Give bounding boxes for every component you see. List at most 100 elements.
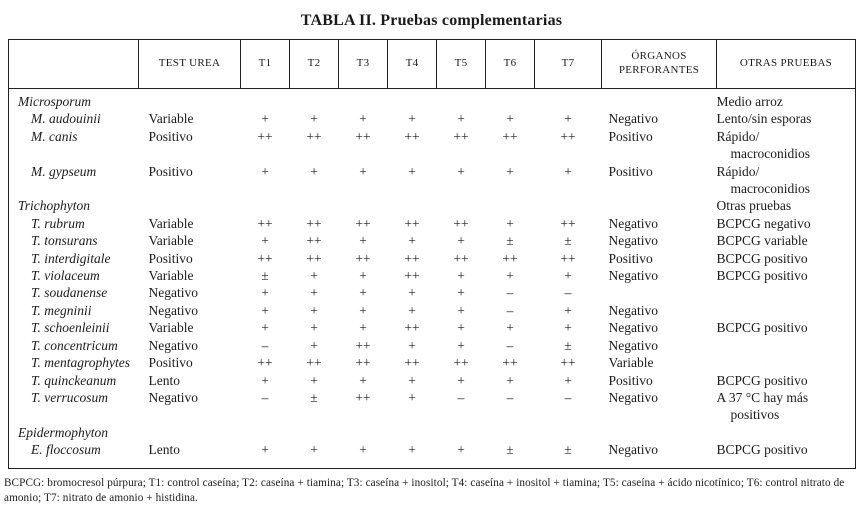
otras-pruebas-value: BCPCG positivo xyxy=(717,372,856,389)
table-row: T. interdigitale Positivo ++ ++ ++ ++ ++ ++ ++ Po… xyxy=(9,250,856,267)
t4-value: ++ xyxy=(404,268,420,284)
t3-value: + xyxy=(359,285,367,301)
otras-pruebas-text: Medio arroz xyxy=(716,94,783,109)
t4-value: + xyxy=(408,302,416,318)
genus-name: Epidermophyton xyxy=(18,424,108,440)
header-t7: T7 xyxy=(534,39,602,89)
organos-perforantes-value: Negativo xyxy=(608,389,659,405)
t3-value: + xyxy=(359,268,367,284)
t5-value xyxy=(437,197,486,214)
t1-value xyxy=(241,197,290,214)
t5-value xyxy=(437,89,486,111)
organos-perforantes-value: Negativo xyxy=(608,233,659,249)
t5-value: + xyxy=(457,372,465,388)
t1-value: + xyxy=(261,302,269,318)
t7-value: ± xyxy=(564,442,572,458)
table-title: TABLA II. Pruebas complementarias xyxy=(300,12,563,29)
t6-value xyxy=(486,197,535,214)
t3-value: + xyxy=(359,111,367,127)
t6-value: + xyxy=(506,268,514,284)
t4-value: + xyxy=(408,163,416,179)
t2-value: ++ xyxy=(306,250,322,266)
t2-value: + xyxy=(310,442,318,458)
t6-value xyxy=(486,424,535,441)
test-urea-value: Negativo xyxy=(148,389,199,405)
test-urea-value xyxy=(139,197,241,214)
test-urea-value: Variable xyxy=(148,320,194,336)
table-row: M. canis Positivo ++ ++ ++ ++ ++ ++ ++ Positivo Rá… xyxy=(9,128,856,163)
t1-value xyxy=(241,424,290,441)
t7-value xyxy=(535,197,602,214)
t1-value: + xyxy=(261,163,269,179)
table-row: T. schoenleinii Variable + + + ++ + + + Negativo B… xyxy=(9,319,856,336)
otras-pruebas-text: BCPCG positivo xyxy=(716,372,808,388)
t4-value xyxy=(388,424,437,441)
t7-value: + xyxy=(564,302,572,318)
t2-value: + xyxy=(310,320,318,336)
test-urea-value: Lento xyxy=(148,442,181,458)
otras-pruebas-text: BCPCG negativo xyxy=(716,215,811,231)
table-row: T. violaceum Variable ± + + ++ + + + Negativo BCPC… xyxy=(9,267,856,284)
otras-pruebas-value: Otras pruebas xyxy=(717,197,856,214)
species-name: M. gypseum xyxy=(31,163,97,179)
table-row: Microsporum Medio arroz xyxy=(9,89,856,111)
organos-perforantes-value xyxy=(602,197,717,214)
table-row: E. floccosum Lento + + + + + ± ± Negativo BCPCG po… xyxy=(9,441,856,468)
species-name: T. tonsurans xyxy=(31,233,98,249)
t5-value: ++ xyxy=(453,355,469,371)
t7-value: + xyxy=(564,268,572,284)
otras-pruebas-value: Medio arroz xyxy=(717,89,856,111)
species-name: T. rubrum xyxy=(31,215,85,231)
t5-value: – xyxy=(457,389,465,405)
t6-value: – xyxy=(506,389,514,405)
t2-value: ++ xyxy=(306,233,322,249)
test-urea-value: Variable xyxy=(148,111,194,127)
t7-value: ++ xyxy=(560,128,576,144)
species-name: T. schoenleinii xyxy=(31,320,110,336)
otras-pruebas-value xyxy=(717,302,856,319)
t2-value: ++ xyxy=(306,215,322,231)
t2-value: + xyxy=(310,111,318,127)
t5-value: + xyxy=(457,163,465,179)
t4-value xyxy=(388,89,437,111)
otras-pruebas-value: Rápido/ macroconidios xyxy=(717,128,856,163)
t3-value xyxy=(339,424,388,441)
t7-value: ++ xyxy=(560,355,576,371)
t1-value: – xyxy=(261,389,269,405)
t4-value: ++ xyxy=(404,215,420,231)
t1-value: + xyxy=(261,111,269,127)
organos-perforantes-value: Negativo xyxy=(608,302,659,318)
header-t5: T5 xyxy=(436,39,486,89)
table-row: T. tonsurans Variable + ++ + + + ± ± Negativo BCPC… xyxy=(9,232,856,249)
header-organos-perforantes: ÓRGANOS PERFORANTES xyxy=(601,39,717,89)
t2-value: + xyxy=(310,163,318,179)
header-t3: T3 xyxy=(338,39,388,89)
t5-value xyxy=(437,424,486,441)
organos-perforantes-value: Positivo xyxy=(608,163,653,179)
otras-pruebas-text: Rápido/ macroconidios xyxy=(716,163,810,197)
test-urea-value: Lento xyxy=(148,372,181,388)
otras-pruebas-value: A 37 °C hay más positivos xyxy=(717,389,856,424)
otras-pruebas-value xyxy=(717,337,856,354)
t7-value: + xyxy=(564,111,572,127)
genus-name: Trichophyton xyxy=(18,198,91,214)
t6-value: + xyxy=(506,372,514,388)
t3-value: + xyxy=(359,302,367,318)
t2-value xyxy=(290,89,339,111)
organos-perforantes-value: Negativo xyxy=(608,215,659,231)
table-row: T. megninii Negativo + + + + + – + Negativo xyxy=(9,302,856,319)
organos-perforantes-value: Positivo xyxy=(608,250,653,266)
t7-value: ++ xyxy=(560,215,576,231)
organos-perforantes-value: Negativo xyxy=(608,337,659,353)
species-name: T. megninii xyxy=(31,302,92,318)
t4-value: + xyxy=(408,442,416,458)
header-t4: T4 xyxy=(387,39,437,89)
test-urea-value: Variable xyxy=(148,233,194,249)
t6-value: – xyxy=(506,302,514,318)
species-name: T. verrucosum xyxy=(31,389,108,405)
table-row: T. rubrum Variable ++ ++ ++ ++ ++ + ++ Negativo BC… xyxy=(9,215,856,232)
t6-value xyxy=(486,89,535,111)
organos-perforantes-value xyxy=(602,89,717,111)
test-urea-value: Positivo xyxy=(148,163,193,179)
t3-value: ++ xyxy=(355,250,371,266)
